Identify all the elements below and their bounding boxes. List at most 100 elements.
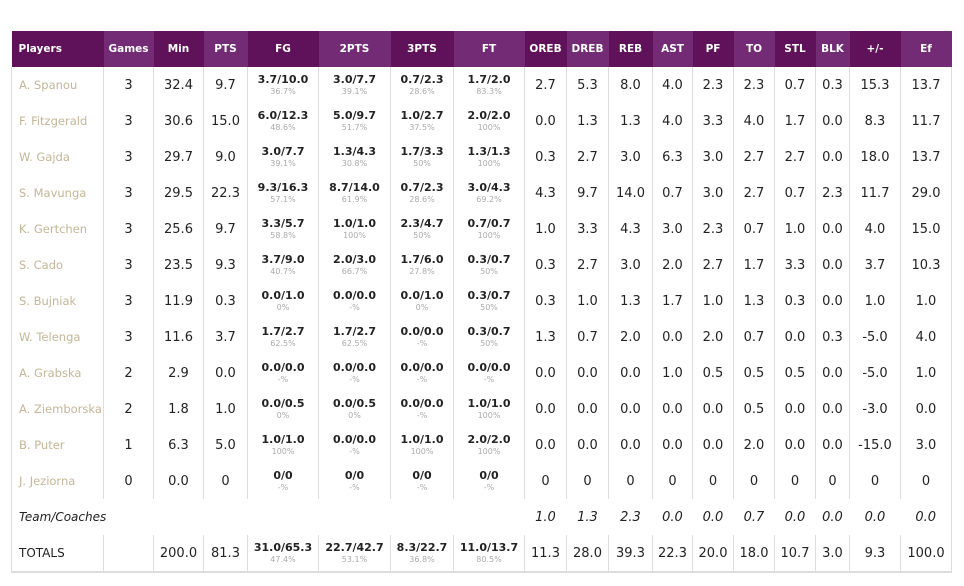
3pts-percentage: 0%	[415, 303, 429, 312]
min-cell: 1.8	[153, 391, 204, 427]
player-row: B. Puter 1 6.3 5.0 1.0/1.0 100% 0.0/0.0 -% 1.0/1…	[11, 427, 952, 463]
oreb-cell: 4.3	[524, 175, 567, 211]
reb-cell: 2.0	[608, 319, 653, 355]
dreb-cell: 3.3	[566, 211, 609, 247]
column-header-pf[interactable]: PF	[692, 31, 734, 67]
column-header-reb[interactable]: REB	[608, 31, 653, 67]
pts-cell: 5.0	[203, 427, 248, 463]
player-name-link[interactable]: S. Cado	[11, 247, 104, 283]
blk-cell: 0	[815, 463, 850, 499]
3pts-percentage: -%	[416, 411, 428, 420]
2pts-percentage: 30.8%	[341, 159, 368, 168]
player-name-link[interactable]: A. Spanou	[11, 67, 104, 103]
3pts-cell: 0.7/2.3 28.6%	[390, 175, 454, 211]
column-header-to[interactable]: TO	[733, 31, 775, 67]
player-name-link[interactable]: A. Grabska	[11, 355, 104, 391]
player-name-link[interactable]: J. Jeziorna	[11, 463, 104, 499]
fg-percentage: 57.1%	[270, 195, 296, 204]
fg-cell: 9.3/16.3 57.1%	[247, 175, 319, 211]
pf-cell: 0.5	[692, 355, 734, 391]
player-name-link[interactable]: A. Ziemborska	[11, 391, 104, 427]
ft-cell: 11.0/13.7 80.5%	[453, 535, 525, 573]
ast-cell: 6.3	[652, 139, 693, 175]
3pts-cell: 8.3/22.7 36.8%	[390, 535, 454, 573]
to-cell: 2.7	[733, 139, 775, 175]
ast-cell: 0.0	[652, 391, 693, 427]
fg-made-attempted: 3.7/10.0	[257, 73, 309, 86]
blk-cell: 0.0	[815, 247, 850, 283]
player-name-link[interactable]: S. Mavunga	[11, 175, 104, 211]
column-header-dreb[interactable]: DREB	[566, 31, 609, 67]
to-cell: 0.5	[733, 391, 775, 427]
ef-cell: 29.0	[900, 175, 952, 211]
column-header-xxx[interactable]: +/-	[849, 31, 901, 67]
stl-cell: 0.5	[774, 355, 816, 391]
dreb-cell: 0.0	[566, 355, 609, 391]
plus-minus-cell: 4.0	[849, 211, 901, 247]
stl-cell: 0.7	[774, 67, 816, 103]
oreb-cell: 11.3	[524, 535, 567, 573]
column-header-ft[interactable]: FT	[453, 31, 525, 67]
player-row: F. Fitzgerald 3 30.6 15.0 6.0/12.3 48.6% 5.0/9…	[11, 103, 952, 139]
reb-cell: 3.0	[608, 247, 653, 283]
ft-made-attempted: 1.3/1.3	[467, 145, 511, 158]
reb-cell: 8.0	[608, 67, 653, 103]
3pts-made-attempted: 0.0/0.0	[400, 397, 444, 410]
dreb-cell: 0.0	[566, 427, 609, 463]
column-header-ef[interactable]: Ef	[900, 31, 952, 67]
ast-cell: 0.0	[662, 509, 683, 525]
stl-cell: 3.3	[774, 247, 816, 283]
pf-cell: 0.0	[692, 391, 734, 427]
ast-cell: 1.7	[652, 283, 693, 319]
min-cell: 29.7	[153, 139, 204, 175]
fg-cell: 3.0/7.7 39.1%	[247, 139, 319, 175]
column-header-stl[interactable]: STL	[774, 31, 816, 67]
blk-cell: 3.0	[815, 535, 850, 573]
column-header-3pts[interactable]: 3PTS	[390, 31, 454, 67]
column-header-ast[interactable]: AST	[652, 31, 693, 67]
reb-cell: 0.0	[608, 391, 653, 427]
column-header-2pts[interactable]: 2PTS	[318, 31, 391, 67]
player-name-link[interactable]: B. Puter	[11, 427, 104, 463]
fg-percentage: 0%	[276, 411, 290, 420]
player-name-link[interactable]: K. Gertchen	[11, 211, 104, 247]
column-header-players[interactable]: Players	[11, 31, 104, 67]
column-header-pts[interactable]: PTS	[203, 31, 248, 67]
games-cell: 3	[103, 319, 154, 355]
3pts-made-attempted: 0.0/0.0	[400, 361, 444, 374]
player-name-link[interactable]: S. Bujniak	[11, 283, 104, 319]
3pts-percentage: 28.6%	[409, 87, 435, 96]
player-name-link[interactable]: W. Gajda	[11, 139, 104, 175]
ef-cell: 0	[900, 463, 952, 499]
blk-cell: 0.0	[815, 211, 850, 247]
3pts-percentage: 37.5%	[409, 123, 435, 132]
fg-percentage: 39.1%	[270, 159, 296, 168]
2pts-made-attempted: 0.0/0.0	[333, 289, 376, 302]
column-header-games[interactable]: Games	[103, 31, 154, 67]
column-header-min[interactable]: Min	[153, 31, 204, 67]
stl-cell: 0.0	[774, 391, 816, 427]
ft-percentage: 69.2%	[476, 195, 502, 204]
ft-cell: 1.0/1.0 100%	[453, 391, 525, 427]
column-header-blk[interactable]: BLK	[815, 31, 850, 67]
fg-percentage: -%	[277, 375, 289, 384]
fg-made-attempted: 0.0/1.0	[261, 289, 305, 302]
min-cell: 25.6	[153, 211, 204, 247]
totals-row: TOTALS 200.0 81.3 31.0/65.3 47.4% 22.7/42.7 53…	[11, 535, 952, 573]
pf-cell: 1.0	[692, 283, 734, 319]
plus-minus-cell: 1.0	[849, 283, 901, 319]
3pts-made-attempted: 1.7/3.3	[400, 145, 444, 158]
to-cell: 2.3	[733, 67, 775, 103]
plus-minus-cell: 8.3	[849, 103, 901, 139]
ft-cell: 0.3/0.7 50%	[453, 247, 525, 283]
pf-cell: 2.3	[692, 67, 734, 103]
ef-cell: 0.0	[900, 499, 952, 535]
fg-cell: 3.7/10.0 36.7%	[247, 67, 319, 103]
player-name-link[interactable]: W. Telenga	[11, 319, 104, 355]
column-header-oreb[interactable]: OREB	[524, 31, 567, 67]
ft-made-attempted: 11.0/13.7	[459, 541, 519, 554]
dreb-cell: 28.0	[566, 535, 609, 573]
column-header-fg[interactable]: FG	[247, 31, 319, 67]
dreb-cell: 0.0	[566, 391, 609, 427]
player-name-link[interactable]: F. Fitzgerald	[11, 103, 104, 139]
